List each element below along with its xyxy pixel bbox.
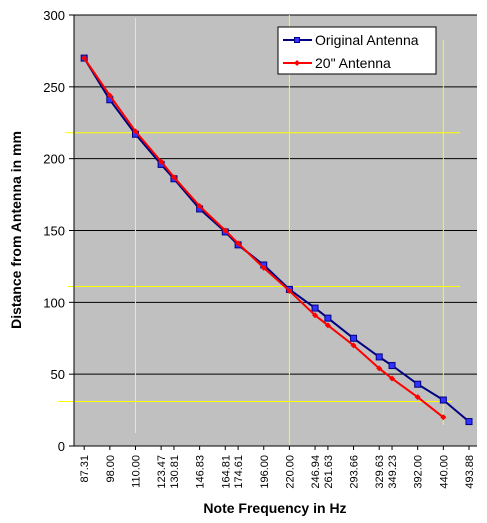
x-tick-label-6: 164.81 xyxy=(220,455,232,489)
y-tick-label-3: 150 xyxy=(43,224,65,239)
data-point-1-7 xyxy=(235,240,242,247)
legend: Original Antenna 20" Antenna xyxy=(277,26,437,75)
data-point-1-4 xyxy=(170,174,177,181)
data-point-1-12 xyxy=(350,342,357,349)
x-tick-label-2: 110.00 xyxy=(130,455,142,488)
data-point-1-9 xyxy=(286,287,293,294)
series-group xyxy=(80,54,473,426)
data-point-1-2 xyxy=(132,128,139,135)
x-tick-label-11: 261.63 xyxy=(323,455,335,489)
data-point-0-14 xyxy=(388,362,396,370)
data-point-1-8 xyxy=(260,264,267,271)
x-tick-label-13: 329.63 xyxy=(374,455,386,489)
axes xyxy=(69,14,477,450)
data-point-0-15 xyxy=(414,380,422,388)
legend-box xyxy=(277,26,437,75)
x-axis-title: Note Frequency in Hz xyxy=(203,500,346,516)
data-point-0-10 xyxy=(311,304,319,312)
data-point-1-11 xyxy=(324,322,331,329)
data-point-1-1 xyxy=(106,92,113,99)
y-tick-label-0: 0 xyxy=(58,439,65,454)
reference-lines xyxy=(58,15,460,446)
series-line-0 xyxy=(83,57,470,423)
data-point-0-11 xyxy=(324,314,332,322)
y-tick-label-5: 250 xyxy=(43,80,65,95)
data-point-1-13 xyxy=(376,365,383,372)
x-tick-label-1: 98.00 xyxy=(105,455,117,483)
y-axis-title: Distance from Antenna in mm xyxy=(8,131,24,329)
x-tick-label-9: 220.00 xyxy=(284,455,296,489)
y-tick-labels: 0 50 100 150 200 250 300 xyxy=(43,8,65,454)
x-tick-label-16: 440.00 xyxy=(438,455,450,489)
x-tick-label-10: 246.94 xyxy=(310,455,322,489)
legend-marker-20in xyxy=(294,60,300,66)
data-point-1-15 xyxy=(414,394,421,401)
x-tick-label-5: 146.83 xyxy=(195,455,207,489)
data-point-0-12 xyxy=(350,334,358,342)
data-point-1-10 xyxy=(312,312,319,319)
data-point-0-13 xyxy=(375,353,383,361)
data-point-1-0 xyxy=(81,55,88,62)
gridlines xyxy=(74,14,477,375)
legend-label-original: Original Antenna xyxy=(315,32,419,48)
legend-label-20in: 20" Antenna xyxy=(315,55,391,71)
data-point-0-17 xyxy=(465,418,473,426)
x-tick-label-12: 293.66 xyxy=(349,455,361,489)
data-point-1-6 xyxy=(222,227,229,234)
data-point-1-3 xyxy=(158,158,165,165)
legend-marker-original xyxy=(294,37,300,43)
x-tick-labels: 87.31 98.00 110.00 123.47 130.81 146.83 164.81… xyxy=(79,455,476,489)
x-tick-label-17: 493.88 xyxy=(464,455,476,489)
y-tick-label-2: 100 xyxy=(43,295,65,310)
data-point-1-14 xyxy=(389,375,396,382)
y-tick-label-4: 200 xyxy=(43,152,65,167)
x-tick-label-3: 123.47 xyxy=(156,455,168,489)
x-tick-label-15: 392.00 xyxy=(413,455,425,489)
data-point-1-16 xyxy=(440,414,447,421)
y-tick-label-1: 50 xyxy=(51,367,65,382)
x-tick-label-14: 349.23 xyxy=(387,455,399,489)
x-tick-label-4: 130.81 xyxy=(169,455,181,489)
data-point-0-16 xyxy=(439,396,447,404)
x-tick-label-7: 174.61 xyxy=(233,455,245,489)
x-tick-label-8: 196.00 xyxy=(259,455,271,489)
y-tick-label-6: 300 xyxy=(43,8,65,23)
x-tick-label-0: 87.31 xyxy=(79,455,91,483)
data-point-1-5 xyxy=(196,203,203,210)
